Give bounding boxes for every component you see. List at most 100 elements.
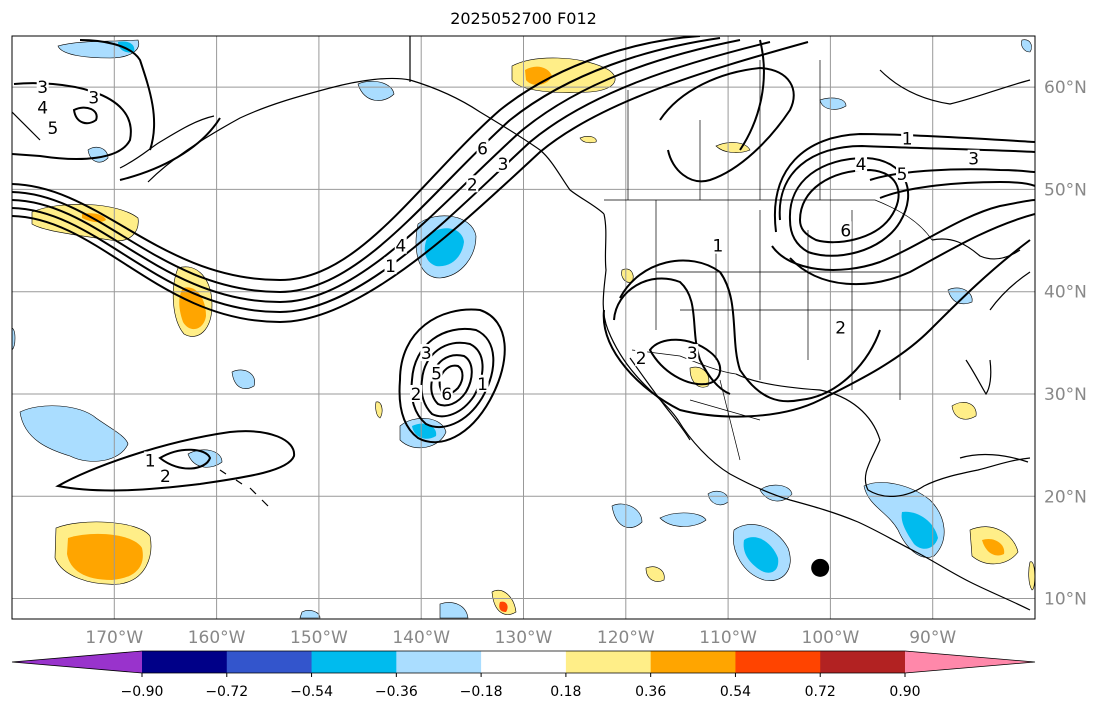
contour-label-bg [901, 129, 914, 147]
map-title: 2025052700 F012 [450, 9, 597, 28]
contour-label-bg [967, 149, 980, 167]
contour-line [12, 36, 701, 282]
contour-label: 3 [37, 78, 48, 98]
contour-label: 1 [477, 375, 488, 395]
gulf-coast [735, 373, 1031, 497]
latitude-label: 30°N [1044, 385, 1087, 405]
contour-line [788, 156, 910, 257]
colorbar-segment [226, 651, 313, 673]
shade-pos-core [499, 601, 508, 612]
contour-label: 5 [431, 365, 442, 385]
contour-label: 1 [385, 257, 396, 277]
shade-pos-area [1028, 561, 1035, 591]
contour-label-bg [420, 344, 433, 362]
contour-lines-layer [12, 36, 1035, 492]
contour-line [12, 37, 721, 294]
colorbar-tick-label: 0.72 [805, 684, 836, 700]
shade-pos-core [982, 538, 1005, 556]
colorbar-extend-high [905, 651, 1035, 673]
contour-line [613, 277, 731, 395]
colorbar-tick-label: −0.36 [375, 684, 418, 700]
shade-neg-area [611, 503, 643, 528]
contour-label-bg [896, 165, 909, 183]
colorbar-segment [142, 651, 228, 673]
contour-line [158, 448, 212, 470]
contour-label: 4 [395, 237, 406, 257]
contour-label-bg [384, 257, 397, 275]
contour-line [438, 364, 464, 396]
longitude-label: 90°W [909, 628, 956, 648]
us-mexico-border [631, 349, 737, 375]
contour-label: 6 [441, 385, 452, 405]
contour-line [778, 144, 1035, 221]
contour-line [602, 239, 1031, 418]
contour-label: 4 [37, 99, 48, 119]
longitude-label: 120°W [597, 628, 655, 648]
contour-label: 5 [897, 165, 908, 185]
contour-line [12, 41, 809, 324]
shade-neg-core [901, 511, 938, 549]
longitude-label: 130°W [495, 628, 553, 648]
contour-label-bg [711, 236, 724, 254]
colorbar-extend-low [12, 651, 142, 673]
contour-line [119, 117, 221, 181]
contour-label-bg [46, 119, 59, 137]
contour-label-bg [159, 466, 172, 484]
colorbar-tick-label: 0.54 [720, 684, 751, 700]
contour-label: 3 [687, 344, 698, 364]
east-coast [989, 271, 1031, 311]
colorbar-tick-label: −0.90 [121, 684, 164, 700]
contour-line [798, 168, 900, 244]
colorbar-tick-label: −0.18 [460, 684, 503, 700]
canada-us-border [604, 199, 933, 241]
florida-coast [965, 359, 992, 396]
latitude-label: 40°N [1044, 283, 1087, 303]
shade-neg-core [743, 537, 779, 573]
longitude-label: 110°W [699, 628, 757, 648]
contour-label: 3 [968, 150, 979, 170]
shade-pos-area [951, 402, 977, 420]
contour-label-bg [476, 139, 489, 157]
contour-label: 2 [411, 385, 422, 405]
longitude-label: 170°W [85, 628, 143, 648]
shade-neg-area [1021, 39, 1032, 53]
colorbar-segment [396, 651, 482, 673]
contour-line [398, 308, 506, 444]
colorbar [11, 650, 1036, 674]
alaska-coast [147, 77, 605, 215]
contour-line [55, 430, 296, 492]
hawaii-islands [219, 469, 269, 507]
contour-label-bg [36, 78, 49, 96]
contour-label-bg [497, 154, 510, 172]
longitude-label: 140°W [392, 628, 450, 648]
contour-label: 1 [712, 237, 723, 257]
contour-label-bg [394, 236, 407, 254]
colorbar-tick-label: −0.72 [205, 684, 248, 700]
location-marker [811, 558, 830, 577]
contour-label: 1 [145, 451, 156, 471]
canada-province-borders [627, 60, 821, 200]
longitude-label: 100°W [802, 628, 860, 648]
coastlines-layer [12, 36, 1031, 611]
shade-neg-area [759, 484, 793, 502]
contour-line [789, 213, 1035, 286]
shade-neg-area [357, 81, 395, 101]
contour-label-bg [87, 88, 100, 106]
contour-label: 2 [835, 319, 846, 339]
shade-pos-area [375, 401, 383, 419]
latitude-label: 50°N [1044, 180, 1087, 200]
shade-neg-area [299, 610, 321, 619]
longitude-label: 160°W [188, 628, 246, 648]
contour-label: 4 [856, 155, 867, 175]
contour-label: 1 [902, 129, 913, 149]
latitude-labels: 60°N 50°N 40°N 30°N 20°N 10°N [1044, 78, 1087, 609]
contour-label: 3 [498, 155, 509, 175]
contour-label-bg [440, 384, 453, 402]
contour-label-bg [430, 364, 443, 382]
contour-line [648, 338, 721, 386]
colorbar-segment [735, 651, 821, 673]
shade-neg-area [439, 602, 469, 619]
longitude-label: 150°W [290, 628, 348, 648]
